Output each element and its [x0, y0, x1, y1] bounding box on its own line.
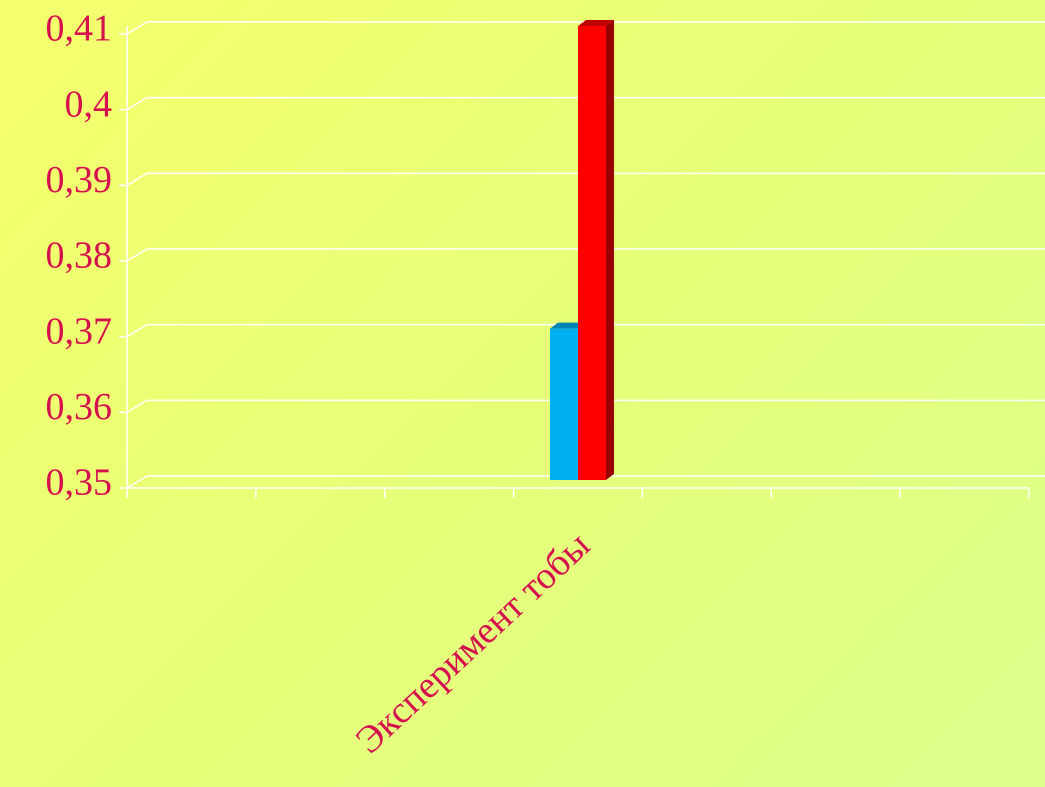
grid-line	[126, 475, 1045, 489]
bar-top	[550, 322, 586, 329]
grid-line	[126, 248, 1045, 262]
grid-line	[126, 96, 1045, 111]
bar	[578, 26, 606, 480]
y-tick-label: 0,41	[46, 8, 113, 50]
bar	[550, 328, 578, 480]
bar-side	[606, 20, 614, 480]
bar-top	[578, 20, 614, 26]
x-tick-label: Эксперимент тобы	[348, 524, 598, 762]
y-tick-label: 0,37	[46, 310, 113, 352]
y-tick-label: 0,39	[46, 159, 113, 201]
grid-line	[126, 323, 1045, 338]
grid-line	[126, 399, 1045, 413]
grid-line	[126, 21, 1045, 35]
y-tick-label: 0,35	[46, 462, 113, 504]
y-tick-label: 0,38	[46, 235, 113, 277]
y-tick-label: 0,4	[65, 83, 113, 125]
grid-line	[126, 172, 1045, 186]
y-tick-label: 0,36	[46, 386, 113, 428]
